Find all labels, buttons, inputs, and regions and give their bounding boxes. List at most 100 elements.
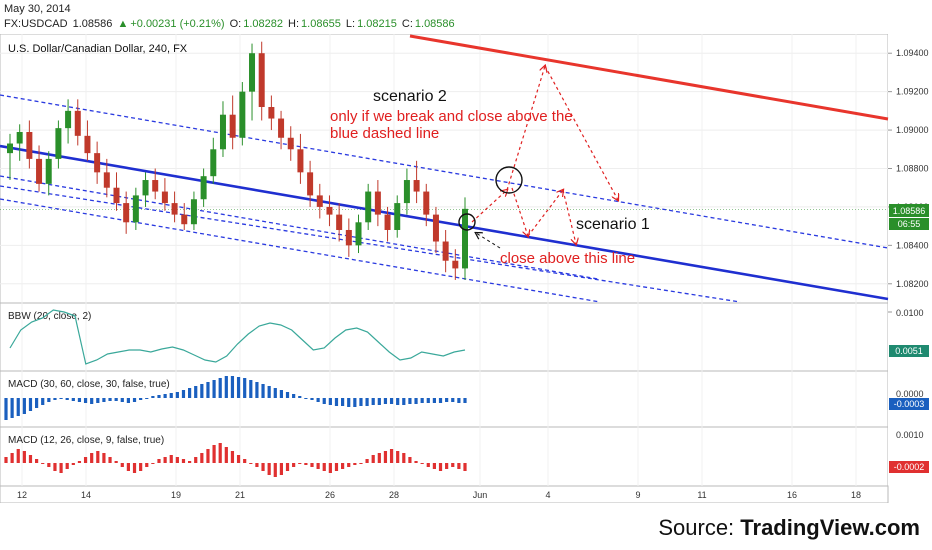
price-scale[interactable] [888, 34, 932, 486]
macd2-bar [22, 451, 26, 463]
upper-dashed-line[interactable] [0, 94, 889, 249]
macd1-bar [365, 398, 369, 406]
macd1-bar [218, 378, 222, 398]
macd2-bar [402, 453, 406, 463]
macd2-pane[interactable] [0, 426, 889, 487]
high-label: H: [288, 18, 300, 30]
macd2-bar [298, 463, 302, 464]
macd2-bar [230, 451, 235, 463]
macd1-bar [426, 398, 430, 403]
macd2-bar [426, 463, 430, 467]
time-axis: 12 14 19 21 26 28 Jun 4 9 11 16 18 [17, 490, 861, 500]
candle-body [336, 214, 343, 230]
candle-body [74, 110, 81, 136]
macd1-bar [10, 398, 14, 418]
macd2-bar [328, 463, 332, 473]
macd1-tick: 0.0000 [896, 389, 924, 399]
macd2-bar [163, 457, 167, 463]
macd1-bar [90, 398, 94, 404]
macd2-bar [451, 463, 455, 467]
macd1-bar [438, 398, 443, 403]
lower-dashed-line-1[interactable] [0, 175, 599, 280]
red-resistance-line[interactable] [409, 34, 889, 121]
candle-body [384, 214, 391, 230]
candle-body [200, 176, 207, 200]
macd2-bar [310, 463, 314, 467]
price-tick-label: 1.08200 [896, 279, 929, 289]
candle-body [123, 203, 130, 223]
macd1-bar [206, 382, 210, 398]
macd2-bar [224, 447, 228, 463]
macd1-bar [316, 398, 320, 402]
candle-body [132, 195, 139, 223]
macd1-bar [353, 398, 357, 407]
macd1-bar [457, 398, 461, 403]
macd2-bar [279, 463, 283, 475]
time-scale[interactable] [0, 485, 889, 503]
macd1-bar [249, 380, 253, 398]
macd1-bar [224, 376, 228, 398]
macd2-bar [432, 463, 436, 469]
bbw-pane[interactable] [0, 302, 889, 372]
candle-body [365, 191, 372, 223]
macd1-bar [65, 398, 69, 400]
macd1-histogram [4, 376, 467, 420]
macd1-bar [402, 398, 406, 405]
symbol-label[interactable]: FX:USDCAD [4, 18, 68, 30]
candle-body [229, 114, 236, 138]
macd1-bar [432, 398, 436, 403]
macd2-value-text: -0.0002 [894, 462, 925, 472]
macd2-bar [35, 459, 39, 463]
candle-body [355, 222, 362, 246]
current-price-tag [889, 204, 929, 217]
chart-canvas[interactable]: 1.094001.092001.090001.088001.086001.084… [0, 34, 932, 503]
macd1-bar [341, 398, 345, 406]
macd2-bar [273, 463, 277, 477]
macd2-bar [389, 449, 394, 463]
macd2-bar [218, 443, 222, 463]
macd1-bar [414, 398, 418, 404]
macd2-bar [463, 463, 467, 471]
macd1-bar [83, 398, 88, 403]
lower-dashed-line-3[interactable] [0, 198, 601, 303]
high-value: 1.08655 [301, 18, 341, 30]
macd2-bar [420, 463, 424, 464]
candle-body [161, 191, 168, 204]
macd1-bar [175, 392, 179, 398]
macd2-bar [71, 463, 75, 465]
candle-body [374, 191, 381, 215]
macd1-bar [126, 398, 130, 403]
candle-body [219, 114, 226, 150]
macd1-label: MACD (30, 60, close, 30, false, true) [8, 379, 170, 390]
macd2-bar [359, 463, 363, 464]
macd2-bar [188, 461, 192, 463]
candle-body [413, 180, 420, 192]
source-credit[interactable]: Source: TradingView.com [658, 515, 920, 541]
macd2-bar [457, 463, 461, 469]
time-tick-label: 12 [17, 490, 27, 500]
macd1-bar [292, 394, 296, 398]
scenario2-line1: only if we break and close above the [330, 108, 573, 125]
macd1-bar [96, 398, 100, 403]
macd1-bar [383, 398, 388, 404]
macd1-bar [16, 398, 20, 416]
macd1-bar [310, 398, 314, 400]
lower-dashed-line-2[interactable] [0, 185, 741, 303]
macd2-bar [47, 463, 51, 467]
macd2-bar [206, 449, 210, 463]
source-footer: Source: TradingView.com [0, 503, 932, 550]
price-tick-label: 1.09000 [896, 125, 929, 135]
candle-body [181, 214, 188, 225]
candle-body [45, 158, 52, 184]
macd2-bar [120, 463, 124, 467]
candle-body [268, 107, 275, 119]
macd1-bar [267, 386, 271, 398]
macd2-bar [59, 463, 63, 473]
candle-body [84, 135, 91, 154]
candle-body [452, 260, 459, 269]
blue-channel-line[interactable] [0, 144, 889, 301]
candle-body [16, 131, 23, 144]
time-tick-label: 21 [235, 490, 245, 500]
time-tick-label: 9 [635, 490, 640, 500]
macd1-bar [151, 396, 155, 398]
